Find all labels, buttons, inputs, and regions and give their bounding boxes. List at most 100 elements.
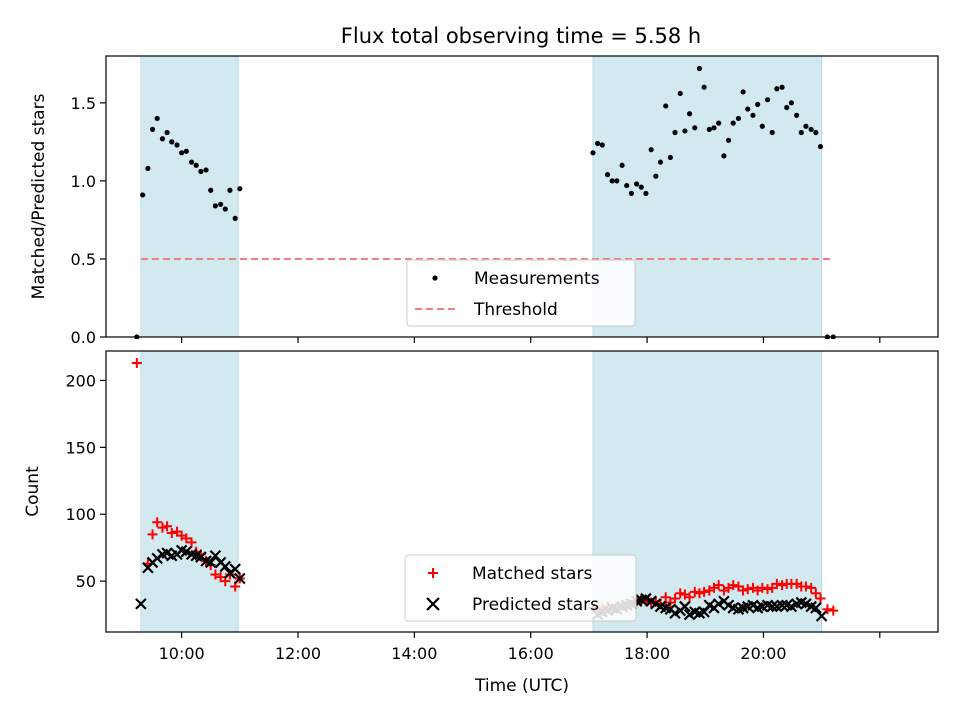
measurement-point — [232, 215, 238, 221]
matched-star-point — [152, 517, 163, 528]
measurement-point — [604, 172, 611, 178]
measurement-point — [686, 111, 693, 117]
y-tick-label: 200 — [65, 371, 96, 390]
measurement-point — [682, 128, 688, 134]
predicted-star-point — [766, 600, 778, 613]
measurement-point — [634, 181, 640, 187]
matched-star-point — [131, 358, 142, 369]
measurement-point — [769, 129, 775, 136]
top-axes-frame — [105, 55, 939, 338]
x-tick-label: 16:00 — [508, 644, 554, 663]
predicted-star-point — [204, 556, 217, 569]
matched-star-point — [810, 588, 821, 599]
measurement-point — [174, 142, 180, 148]
matched-star-point — [713, 580, 724, 591]
shaded-interval — [140, 350, 239, 633]
measurement-point — [154, 115, 160, 122]
measurement-point — [590, 150, 596, 156]
matched-star-point — [660, 592, 671, 603]
matched-star-point — [699, 586, 710, 597]
legend-matched-swatch — [428, 568, 438, 578]
x-axis-label: Time (UTC) — [474, 676, 569, 696]
matched-star-point — [157, 522, 168, 533]
y-tick-label: 50 — [76, 572, 96, 591]
measurement-point — [711, 125, 717, 131]
top-y-ticks: 0.0 0.5 1.0 1.5 — [71, 94, 106, 347]
measurement-point — [794, 112, 800, 118]
measurement-point — [212, 203, 218, 209]
y-tick-label: 1.0 — [71, 172, 96, 191]
measurement-point — [692, 125, 698, 131]
legend-measurement-swatch — [432, 275, 438, 281]
matched-star-point — [147, 529, 158, 540]
measurement-point — [599, 142, 605, 148]
measurement-point — [203, 167, 209, 173]
measurement-point — [159, 136, 166, 142]
predicted-star-point — [219, 560, 232, 573]
matched-star-point — [181, 533, 192, 544]
predicted-star-point — [776, 599, 788, 612]
predicted-star-point — [135, 598, 147, 610]
y-tick-label: 1.5 — [71, 94, 96, 113]
measurement-point — [696, 65, 703, 72]
measurement-point — [643, 190, 649, 196]
matched-star-point — [684, 592, 695, 603]
measurement-point — [149, 126, 156, 132]
measurement-point — [813, 129, 819, 136]
measurement-point — [750, 112, 756, 118]
matched-star-point — [757, 582, 768, 593]
legend-box — [404, 554, 637, 622]
measurement-point — [188, 159, 195, 165]
predicted-star-point — [229, 563, 241, 575]
measurement-point — [774, 86, 780, 92]
matched-star-point — [186, 537, 197, 548]
measurement-point — [672, 129, 678, 136]
measurement-point — [648, 147, 654, 153]
y-tick-label: 0.5 — [71, 250, 96, 269]
predicted-star-point — [815, 610, 828, 622]
measurement-point — [740, 89, 746, 95]
measurement-point — [755, 101, 761, 107]
measurement-point — [638, 184, 644, 190]
matched-star-point — [828, 605, 839, 616]
predicted-star-point — [810, 602, 822, 614]
top-x-ticks — [181, 337, 881, 343]
measurement-point — [653, 173, 659, 179]
measurement-point — [663, 103, 669, 109]
y-tick-label: 150 — [65, 438, 96, 457]
measurement-point — [624, 182, 630, 189]
chart-title: Flux total observing time = 5.58 h — [341, 24, 701, 48]
measurement-point — [183, 148, 189, 154]
measurement-point — [667, 154, 673, 161]
measurement-point — [198, 168, 204, 175]
measurement-point — [227, 187, 233, 193]
series-group — [134, 65, 836, 339]
measurement-point — [222, 206, 228, 212]
measurement-point — [706, 126, 712, 132]
measurement-point — [808, 126, 814, 132]
measurement-point — [140, 192, 146, 198]
legend-label: Predicted stars — [472, 595, 599, 615]
x-tick-label: 18:00 — [624, 644, 670, 663]
x-tick-label: 10:00 — [159, 644, 205, 663]
measurement-point — [735, 115, 742, 122]
measurement-point — [701, 84, 707, 90]
bottom-axes-frame — [105, 350, 939, 633]
y-tick-label: 0.0 — [71, 328, 96, 347]
measurement-point — [759, 123, 765, 129]
measurement-point — [730, 120, 736, 126]
bottom-legend: Matched stars Predicted stars — [404, 554, 637, 622]
measurement-point — [619, 162, 625, 168]
matched-star-point — [162, 521, 173, 532]
bottom-panel-count: 50 100 150 200 10:00 12:00 14:00 16:00 18:00 20:… — [23, 350, 939, 696]
bottom-y-axis-label: Count — [23, 466, 43, 517]
x-tick-label: 12:00 — [275, 644, 321, 663]
predicted-star-point — [679, 600, 691, 613]
legend-label: Measurements — [474, 269, 600, 289]
legend-label: Matched stars — [472, 564, 592, 584]
matched-star-point — [728, 580, 739, 591]
top-plot-marks — [134, 65, 836, 339]
matched-star-point — [694, 588, 705, 599]
matched-star-point — [777, 580, 788, 591]
measurement-point — [803, 123, 809, 129]
